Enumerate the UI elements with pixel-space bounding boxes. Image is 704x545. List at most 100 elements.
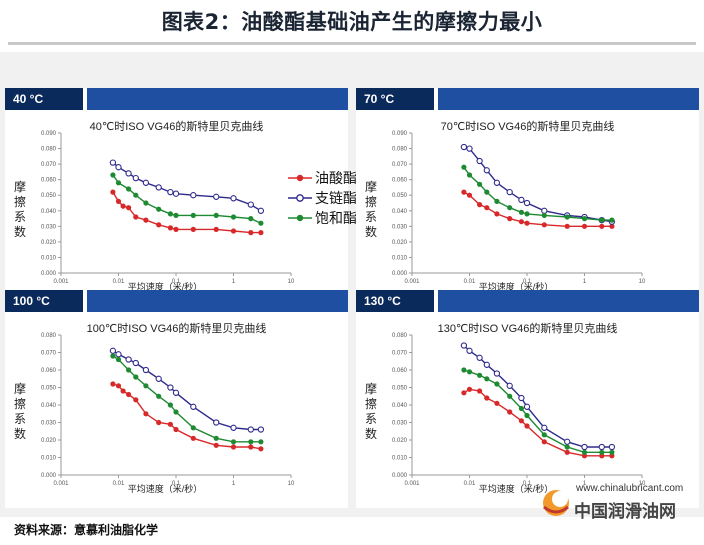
data-point	[484, 395, 490, 401]
title-divider	[8, 42, 696, 45]
x-axis-label: 平均速度（米/秒）	[127, 282, 203, 292]
data-point	[125, 170, 132, 177]
data-point	[564, 449, 570, 455]
panel-tab-label: 40 °C	[5, 88, 83, 110]
data-point	[155, 184, 162, 191]
data-point	[518, 209, 524, 215]
data-point	[258, 446, 264, 452]
data-point	[507, 216, 513, 222]
data-point	[523, 403, 531, 410]
data-point	[230, 444, 237, 450]
data-point	[190, 425, 196, 431]
stribeck-plot-70c: 0.000 0.010 0.020 0.030 0.040 0.050 0.060 0.070…	[392, 131, 646, 285]
data-point	[599, 223, 605, 229]
x-tick-label: 10	[639, 481, 646, 487]
y-axis-label: 摩擦系数	[13, 382, 26, 441]
panel-100c: 100 °C 100℃时ISO VG46的斯特里贝克曲线 摩擦系数 平均速度（米…	[5, 290, 348, 508]
data-point	[507, 409, 513, 415]
page-title: 图表2：油酸酯基础油产生的摩擦力最小	[161, 10, 543, 34]
data-point	[476, 354, 483, 361]
data-point	[466, 369, 473, 375]
legend-label: 油酸酯	[315, 170, 357, 186]
data-point	[608, 443, 616, 451]
series-line	[463, 146, 613, 223]
y-tick-label: 0.010	[41, 255, 57, 261]
data-point	[167, 402, 173, 408]
data-point	[609, 449, 615, 455]
y-tick-label: 0.040	[41, 403, 57, 409]
y-tick-label: 0.030	[392, 421, 408, 427]
y-tick-label: 0.060	[41, 178, 57, 184]
y-tick-label: 0.030	[392, 224, 408, 230]
y-tick-label: 0.050	[392, 386, 408, 392]
x-tick-label: 0.001	[404, 279, 420, 285]
x-tick-label: 1	[232, 481, 236, 487]
data-point	[506, 188, 513, 196]
data-point	[484, 205, 490, 211]
data-point	[466, 192, 473, 198]
data-point	[466, 347, 473, 354]
data-point	[190, 192, 197, 199]
data-point	[524, 423, 530, 429]
y-tick-label: 0.000	[392, 473, 408, 479]
data-point	[507, 205, 513, 211]
y-tick-label: 0.060	[392, 368, 408, 374]
x-tick-label: 10	[288, 279, 295, 285]
data-point	[132, 359, 139, 367]
data-point	[167, 421, 173, 427]
y-axis-label: 摩擦系数	[364, 180, 377, 239]
data-point	[461, 189, 467, 195]
data-point	[167, 211, 173, 217]
data-point	[213, 442, 219, 448]
y-tick-label: 0.020	[392, 438, 408, 444]
data-point	[213, 419, 220, 426]
data-point	[173, 226, 179, 232]
data-point	[156, 419, 162, 426]
data-point	[190, 226, 196, 232]
data-point	[230, 195, 237, 202]
watermark: www.chinalubricant.com 中国润滑油网	[540, 479, 700, 529]
chart-title: 130℃时ISO VG46的斯特里贝克曲线	[437, 323, 618, 335]
x-tick-label: 0.001	[404, 481, 420, 487]
x-tick-label: 0.01	[464, 279, 476, 285]
data-point	[581, 443, 588, 451]
x-tick-label: 0.01	[464, 481, 476, 487]
data-point	[581, 223, 588, 229]
data-point	[258, 230, 264, 236]
y-tick-label: 0.060	[41, 368, 57, 374]
y-tick-label: 0.010	[41, 456, 57, 462]
x-tick-label: 1	[583, 481, 587, 487]
data-point	[143, 411, 149, 417]
data-point	[609, 217, 615, 223]
y-tick-label: 0.000	[41, 271, 57, 277]
data-point	[230, 439, 237, 445]
y-tick-label: 0.000	[41, 473, 57, 479]
chart-title: 40℃时ISO VG46的斯特里贝克曲线	[89, 121, 264, 133]
data-point	[109, 347, 117, 354]
data-point	[494, 381, 500, 387]
data-point	[461, 367, 467, 373]
series-line	[112, 191, 261, 234]
data-point	[110, 189, 116, 195]
x-tick-label: 0.1	[172, 481, 181, 487]
data-point	[461, 164, 467, 170]
y-tick-label: 0.050	[392, 193, 408, 199]
data-point	[213, 435, 219, 441]
data-point	[115, 383, 122, 389]
data-point	[483, 167, 490, 174]
data-point	[213, 226, 219, 232]
data-point	[257, 426, 265, 433]
data-point	[126, 186, 132, 192]
x-tick-label: 1	[232, 279, 236, 285]
x-tick-label: 0.001	[53, 481, 69, 487]
data-point	[110, 353, 116, 359]
data-point	[541, 207, 548, 214]
data-point	[115, 164, 122, 171]
data-point	[120, 388, 126, 394]
data-point	[477, 202, 483, 208]
panel-130c: 130 °C 130℃时ISO VG46的斯特里贝克曲线 摩擦系数 平均速度（米…	[356, 290, 699, 508]
data-point	[518, 418, 524, 424]
data-point	[564, 444, 570, 450]
data-point	[230, 214, 237, 220]
data-point	[494, 400, 500, 406]
